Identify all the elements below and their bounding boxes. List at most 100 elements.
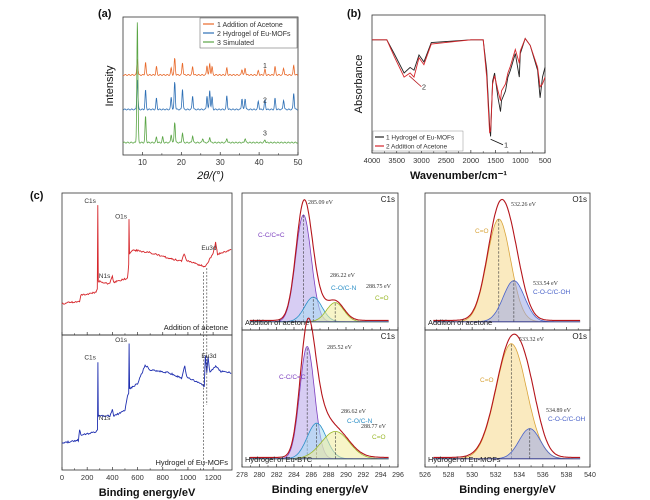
- c1s-sample-label: Addition of acetone: [245, 318, 309, 327]
- survey-sample-label: Addition of acetone: [164, 323, 228, 332]
- o1s-x-axis-tick-label: 540: [584, 472, 596, 479]
- c1s-component-name: C=O: [375, 295, 389, 302]
- c1s-x-axis-tick-label: 296: [392, 472, 404, 479]
- c1s-x-axis-tick-label: 292: [357, 472, 369, 479]
- xrd-x-axis-tick-label: 40: [255, 158, 264, 167]
- c1s-peak-value-label: 285.52 eV: [327, 345, 353, 351]
- xrd-legend-entry: 2 Hydrogel of Eu-MOFs: [217, 31, 291, 38]
- c1s-x-axis-tick-label: 286: [305, 472, 317, 479]
- c1s-x-axis-label: Binding energy/eV: [272, 484, 369, 496]
- c1s-x-axis-tick-label: 290: [340, 472, 352, 479]
- ftir-x-axis-tick-label: 3000: [413, 156, 430, 165]
- panel-label-a: (a): [98, 8, 112, 20]
- o1s-x-axis-label: Binding energy/eV: [459, 484, 556, 496]
- c1s-component-name: C=O: [372, 434, 386, 441]
- o1s-region-label: O1s: [572, 195, 587, 204]
- o1s-peak-value-label: 532.26 eV: [511, 202, 537, 208]
- c1s-x-axis-tick-label: 284: [288, 472, 300, 479]
- o1s-sample-label: Hydrogel of Eu-MOFs: [428, 455, 501, 464]
- o1s-component-name: C=O: [480, 377, 494, 384]
- ftir-x-axis-tick-label: 1000: [512, 156, 529, 165]
- c1s-peak-value-label: 286.62 eV: [341, 409, 367, 415]
- survey-peak-label: N1s: [99, 415, 111, 422]
- survey-peak-label: N1s: [99, 273, 111, 280]
- ftir-x-axis-tick-label: 4000: [364, 156, 381, 165]
- xrd-x-axis-tick-label: 20: [177, 158, 186, 167]
- c1s-x-axis-tick-label: 288: [323, 472, 335, 479]
- panel-label-c: (c): [30, 190, 44, 202]
- o1s-x-axis-tick-label: 530: [466, 472, 478, 479]
- o1s-peak-value-label: 534.89 eV: [546, 408, 572, 414]
- xrd-series-1-line: [123, 58, 298, 75]
- o1s-component-name: C=O: [475, 228, 489, 235]
- o1s-component-name: C-O-C/C-OH: [548, 416, 585, 423]
- o1s-peak-value-label: 533.32 eV: [519, 337, 545, 343]
- o1s-x-axis-tick-label: 538: [561, 472, 573, 479]
- c1s-component-name: C-O/C-N: [331, 285, 357, 292]
- o1s-component-1: [433, 344, 580, 459]
- c1s-x-axis-tick-label: 278: [236, 472, 248, 479]
- c1s-peak-value-label: 285.09 eV: [308, 200, 334, 206]
- c1s-x-axis-tick-label: 282: [271, 472, 283, 479]
- survey-x-axis-tick-label: 400: [106, 473, 119, 482]
- o1s-x-axis-tick-label: 526: [419, 472, 431, 479]
- c1s-peak-value-label: 288.75 eV: [366, 284, 392, 290]
- xrd-x-axis-tick-label: 10: [138, 158, 147, 167]
- o1s-x-axis-tick-label: 534: [513, 472, 525, 479]
- xrd-series-2-line: [123, 80, 298, 110]
- xrd-series-2-curve-label: 2: [263, 98, 267, 105]
- xrd-x-axis-tick-label: 30: [216, 158, 225, 167]
- o1s-region-label: O1s: [572, 332, 587, 341]
- o1s-x-axis-tick-label: 532: [490, 472, 502, 479]
- c1s-x-axis-tick-label: 294: [375, 472, 387, 479]
- xrd-series-1-curve-label: 1: [263, 63, 267, 70]
- survey-x-axis-tick-label: 0: [60, 473, 64, 482]
- c1s-component-name: C-C/C=C: [258, 232, 285, 239]
- xrd-series-3-curve-label: 3: [263, 131, 267, 138]
- survey-peak-label: Eu3d: [201, 245, 217, 252]
- survey-peak-label: C1s: [84, 354, 96, 361]
- xrd-legend-entry: 3 Simulated: [217, 40, 254, 47]
- survey-peak-label: O1s: [115, 214, 128, 221]
- ftir-y-axis-label: Absorbance: [353, 55, 365, 114]
- survey-x-axis-tick-label: 600: [131, 473, 144, 482]
- ftir-x-axis-tick-label: 2000: [463, 156, 480, 165]
- ftir-annotation-label-1: 1: [504, 140, 508, 149]
- figure-canvas: (a) (b) (c) 10 20 30 40 501231 Addition of A…: [0, 0, 650, 500]
- ftir-legend-entry: 1 Hydrogel of Eu-MOFs: [386, 135, 455, 142]
- ftir-x-axis-tick-label: 1500: [487, 156, 504, 165]
- ftir-annotation-arrow-2: [409, 76, 421, 87]
- survey-x-axis-tick-label: 800: [156, 473, 169, 482]
- survey-x-axis-tick-label: 200: [81, 473, 94, 482]
- ftir-x-axis-tick-label: 3500: [388, 156, 405, 165]
- ftir-x-axis-tick-label: 500: [539, 156, 552, 165]
- xrd-y-axis-label: Intensity: [104, 65, 116, 106]
- survey-spectrum-1: [62, 205, 231, 304]
- ftir-annotation-arrow-1: [491, 139, 503, 145]
- ftir-annotation-label-2: 2: [422, 83, 426, 92]
- c1s-sample-label: Hydrogel of Eu-BTC: [245, 455, 313, 464]
- ftir-series-2-line: [372, 39, 545, 133]
- c1s-x-axis-tick-label: 280: [253, 472, 265, 479]
- o1s-component-name: C-O-C/C-OH: [533, 289, 570, 296]
- o1s-x-axis-tick-label: 536: [537, 472, 549, 479]
- survey-x-axis-tick-label: 1000: [180, 473, 197, 482]
- survey-sample-label: Hydrogel of Eu-MOFs: [155, 458, 228, 467]
- ftir-series-1-line: [372, 39, 545, 137]
- survey-peak-label: O1s: [115, 337, 128, 344]
- ftir-x-axis-label: Wavenumber/cm⁻¹: [410, 170, 507, 182]
- survey-x-axis-label: Binding energy/eV: [99, 487, 196, 499]
- c1s-peak-value-label: 286.22 eV: [330, 273, 356, 279]
- ftir-x-axis-tick-label: 2500: [438, 156, 455, 165]
- c1s-component-name: C-C/C=C: [279, 374, 306, 381]
- c1s-region-label: C1s: [381, 332, 395, 341]
- xrd-x-axis-tick-label: 50: [294, 158, 303, 167]
- o1s-peak-value-label: 533.54 eV: [533, 281, 559, 287]
- xrd-x-axis-label: 2θ/(°): [196, 170, 224, 182]
- o1s-x-axis-tick-label: 528: [443, 472, 455, 479]
- survey-x-axis-tick-label: 1200: [205, 473, 222, 482]
- survey-peak-label: C1s: [84, 198, 96, 205]
- c1s-region-label: C1s: [381, 195, 395, 204]
- c1s-peak-value-label: 288.77 eV: [361, 424, 387, 430]
- panel-label-b: (b): [347, 8, 361, 20]
